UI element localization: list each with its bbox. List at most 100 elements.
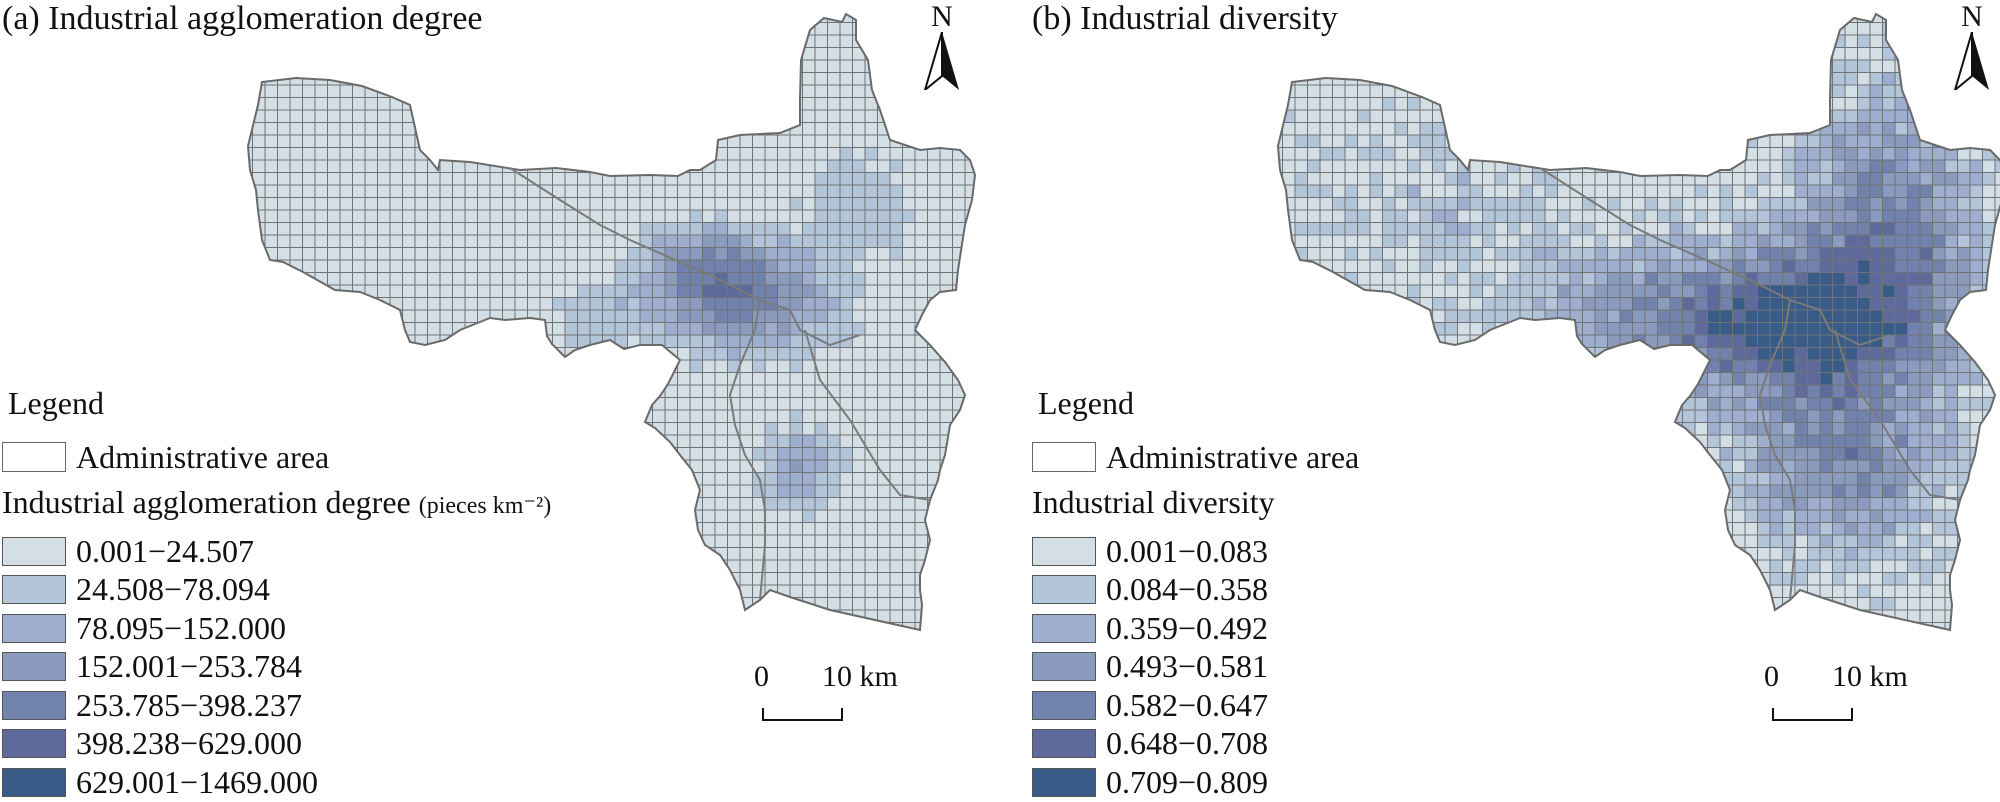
grid-cell: [1970, 172, 1983, 185]
grid-cells-a: [552, 147, 915, 523]
north-arrow: N: [1942, 2, 2000, 95]
grid-cell: [802, 222, 815, 235]
grid-cell: [602, 347, 615, 360]
grid-cell: [1907, 385, 1920, 398]
legend-class-row: 253.785−398.237: [2, 686, 318, 725]
grid-cell: [765, 222, 778, 235]
grid-cell: [790, 197, 803, 210]
grid-cell: [1895, 522, 1908, 535]
grid-cell: [1782, 347, 1795, 360]
grid-cell: [715, 322, 728, 335]
grid-cell: [1807, 260, 1820, 273]
grid-cell: [1957, 360, 1970, 373]
grid-cell: [1545, 285, 1558, 298]
grid-cell: [1832, 547, 1845, 560]
grid-cell: [1845, 247, 1858, 260]
grid-cell: [1907, 285, 1920, 298]
grid-cell: [1707, 297, 1720, 310]
grid-cell: [1895, 247, 1908, 260]
grid-cell: [1707, 435, 1720, 448]
grid-cell: [1882, 185, 1895, 198]
grid-cell: [1595, 410, 1608, 423]
grid-cell: [1532, 297, 1545, 310]
grid-cell: [1845, 235, 1858, 248]
grid-cell: [1457, 185, 1470, 198]
grid-cell: [690, 210, 703, 223]
grid-cell: [1832, 385, 1845, 398]
grid-cell: [1907, 397, 1920, 410]
grid-cell: [1895, 572, 1908, 585]
grid-cell: [1945, 447, 1958, 460]
grid-cell: [1682, 272, 1695, 285]
grid-cell: [1970, 297, 1983, 310]
grid-cell: [815, 310, 828, 323]
grid-cell: [677, 322, 690, 335]
grid-cell: [1920, 222, 1933, 235]
grid-cell: [1482, 222, 1495, 235]
grid-cell: [840, 210, 853, 223]
grid-cell: [1507, 297, 1520, 310]
grid-cell: [1907, 510, 1920, 523]
grid-cell: [1632, 235, 1645, 248]
grid-cell: [1782, 360, 1795, 373]
grid-cell: [1920, 397, 1933, 410]
grid-cell: [777, 447, 790, 460]
grid-cell: [1782, 172, 1795, 185]
legend-swatch: [2, 613, 66, 643]
grid-cell: [1957, 260, 1970, 273]
grid-cell: [1707, 347, 1720, 360]
grid-cell: [1570, 347, 1583, 360]
grid-cell: [790, 485, 803, 498]
grid-cell: [1870, 497, 1883, 510]
grid-cell: [1895, 160, 1908, 173]
grid-cell: [1870, 472, 1883, 485]
legend-swatch: [1032, 613, 1096, 643]
grid-cell: [1907, 372, 1920, 385]
grid-cell: [1907, 147, 1920, 160]
grid-cell: [827, 247, 840, 260]
grid-cell: [1407, 285, 1420, 298]
grid-cell: [1670, 272, 1683, 285]
grid-cell: [1882, 210, 1895, 223]
grid-cell: [1857, 410, 1870, 423]
grid-cell: [1482, 135, 1495, 148]
grid-cell: [727, 335, 740, 348]
grid-cell: [1995, 360, 2000, 373]
grid-cell: [1445, 322, 1458, 335]
grid-cell: [1682, 360, 1695, 373]
legend-swatch: [1032, 729, 1096, 759]
grid-cell: [1982, 297, 1995, 310]
grid-cell: [1882, 160, 1895, 173]
grid-cell: [1607, 410, 1620, 423]
grid-cell: [715, 347, 728, 360]
grid-cell: [840, 185, 853, 198]
grid-cell: [1895, 460, 1908, 473]
grid-cell: [1620, 335, 1633, 348]
grid-cell: [1445, 172, 1458, 185]
grid-cell: [1532, 210, 1545, 223]
grid-cell: [1870, 197, 1883, 210]
grid-cell: [1995, 160, 2000, 173]
grid-cell: [1720, 372, 1733, 385]
grid-cell: [1982, 460, 1995, 473]
grid-cell: [1332, 197, 1345, 210]
grid-cell: [615, 260, 628, 273]
grid-cell: [1507, 247, 1520, 260]
grid-cell: [1932, 547, 1945, 560]
grid-cell: [677, 222, 690, 235]
grid-cell: [1445, 197, 1458, 210]
grid-cell: [1570, 260, 1583, 273]
grid-cell: [1745, 285, 1758, 298]
grid-cell: [802, 260, 815, 273]
grid-cell: [1982, 122, 1995, 135]
grid-cell: [1845, 397, 1858, 410]
legend-swatch: [2, 767, 66, 797]
grid-cell: [1870, 160, 1883, 173]
grid-cell: [815, 272, 828, 285]
grid-cell: [1895, 260, 1908, 273]
grid-cell: [1720, 360, 1733, 373]
grid-cell: [1870, 260, 1883, 273]
grid-cell: [790, 447, 803, 460]
legend-class-label: 0.582−0.647: [1106, 686, 1269, 723]
grid-cell: [602, 322, 615, 335]
